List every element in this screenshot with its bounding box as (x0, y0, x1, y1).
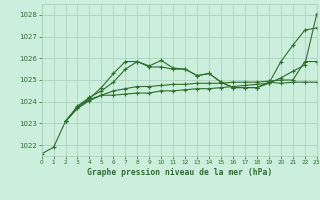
X-axis label: Graphe pression niveau de la mer (hPa): Graphe pression niveau de la mer (hPa) (87, 168, 272, 177)
